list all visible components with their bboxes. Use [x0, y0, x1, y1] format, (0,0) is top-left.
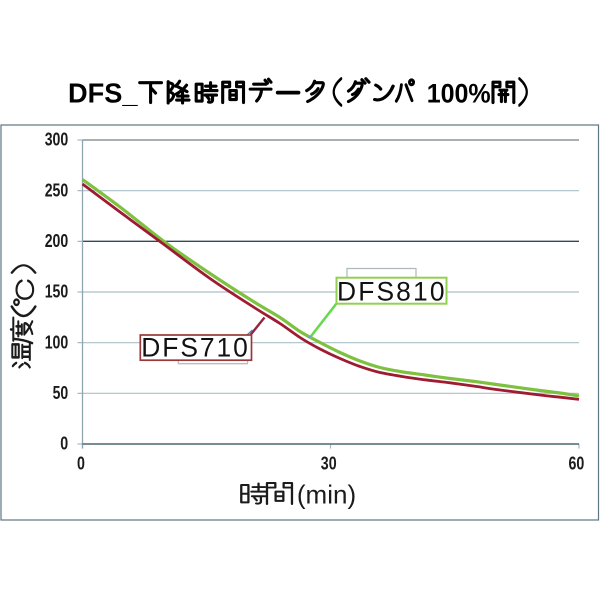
svg-text:DFS_: DFS_ [68, 78, 138, 109]
svg-text:60: 60 [569, 454, 585, 474]
svg-text:50: 50 [53, 383, 69, 403]
svg-text:30: 30 [321, 454, 337, 474]
svg-text:100: 100 [45, 332, 69, 352]
svg-text:250: 250 [45, 180, 69, 200]
svg-text:DFS810: DFS810 [337, 276, 445, 306]
svg-text:150: 150 [45, 282, 69, 302]
svg-text:200: 200 [45, 231, 69, 251]
svg-text:300: 300 [45, 130, 69, 150]
svg-text:0: 0 [60, 434, 68, 454]
svg-text:DFS710: DFS710 [141, 332, 248, 362]
svg-text:100%: 100% [427, 79, 491, 109]
svg-text:0: 0 [77, 454, 85, 474]
svg-text:(min): (min) [297, 479, 356, 509]
